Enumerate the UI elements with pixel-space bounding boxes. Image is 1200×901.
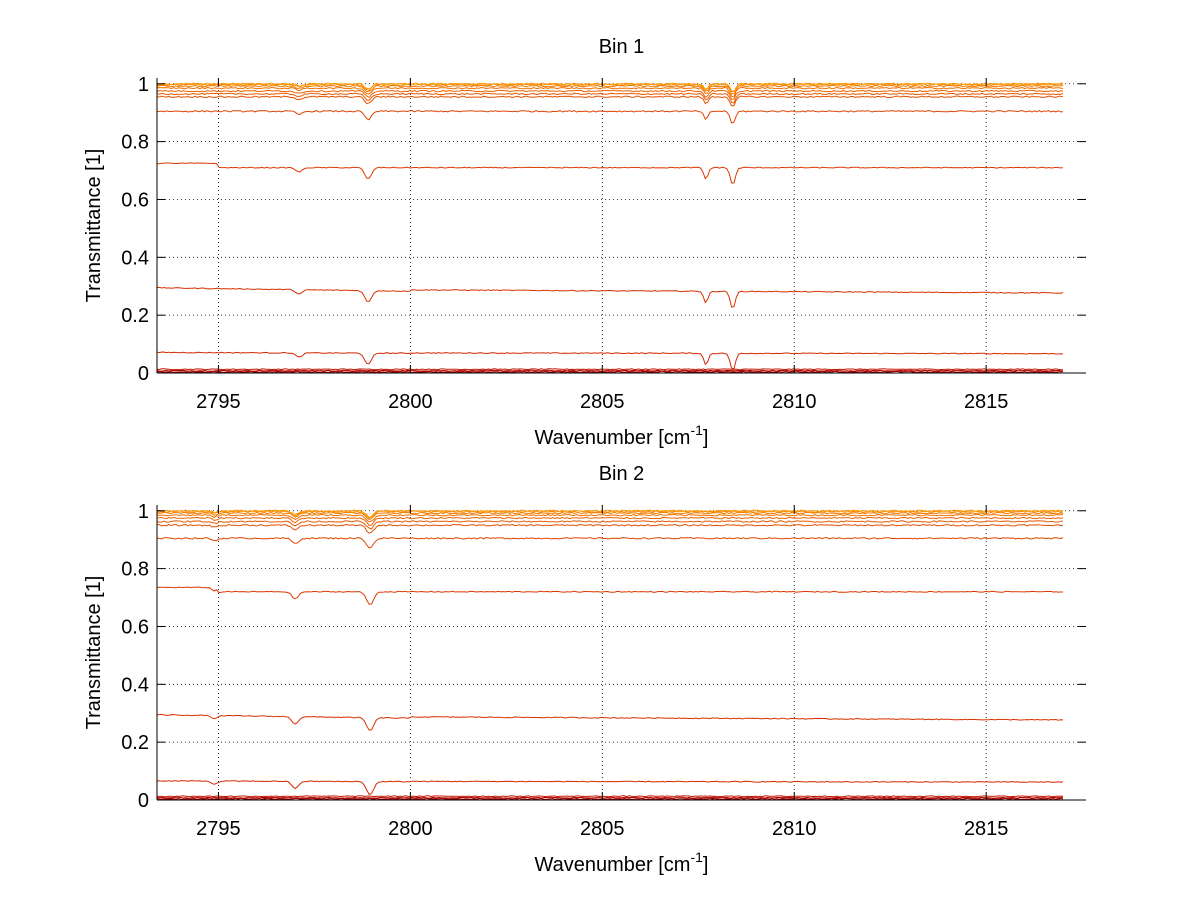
series-line	[157, 368, 1064, 371]
series-line	[157, 109, 1064, 124]
series-line	[157, 95, 1064, 107]
series-line	[157, 536, 1064, 549]
series-line	[157, 586, 1063, 605]
series-line	[157, 369, 1064, 372]
series-line	[157, 511, 1064, 520]
chart-panel-2: 2795 2800 2805 2810 2815 0 0.2 0.4 0.6 0.8 1 Bin 2 W…	[83, 463, 1086, 876]
x-tick-label: 2815	[964, 391, 1009, 413]
y-tick-label: 0.4	[121, 674, 149, 696]
series-line	[157, 509, 1064, 519]
series-line	[157, 92, 1064, 104]
x-tick-label: 2805	[580, 818, 625, 840]
series-line	[157, 370, 1064, 373]
plot-area	[157, 78, 1086, 373]
y-tick-label: 0	[138, 790, 149, 812]
chart-title: Bin 1	[599, 36, 645, 58]
y-tick-label: 0.2	[121, 732, 149, 754]
y-tick-label: 0.4	[121, 247, 149, 269]
y-axis-label: Transmittance [1]	[83, 576, 105, 730]
y-tick-label: 0.8	[121, 559, 149, 581]
series-line	[157, 523, 1064, 534]
y-tick-label: 0.2	[121, 305, 149, 327]
chart-panel-1: 2795 2800 2805 2810 2815 0 0.2 0.4 0.6 0.8 1 Bin 1 W…	[83, 36, 1086, 449]
series-line	[157, 84, 1063, 95]
y-axis-label: Transmittance [1]	[83, 149, 105, 303]
x-axis-label: Wavenumber [cm-1]	[535, 422, 709, 449]
x-tick-label: 2805	[580, 391, 625, 413]
y-tick-label: 0.6	[121, 616, 149, 638]
x-tick-label: 2800	[388, 818, 433, 840]
series-line	[157, 520, 1064, 530]
series-line	[157, 795, 1064, 798]
series-line	[157, 797, 1064, 800]
x-tick-label: 2795	[196, 391, 241, 413]
x-tick-label: 2795	[196, 818, 241, 840]
x-tick-label: 2815	[964, 818, 1009, 840]
x-tick-label: 2810	[772, 818, 817, 840]
x-tick-label: 2810	[772, 391, 817, 413]
series-line	[157, 516, 1064, 527]
x-tick-label: 2800	[388, 391, 433, 413]
series-group	[157, 509, 1064, 800]
series-line	[157, 796, 1064, 799]
series-line	[157, 780, 1064, 796]
series-line	[157, 162, 1064, 184]
x-axis-label: Wavenumber [cm-1]	[535, 849, 709, 876]
series-line	[157, 82, 1063, 92]
series-line	[157, 513, 1064, 523]
series-line	[157, 89, 1064, 100]
chart-title: Bin 2	[599, 463, 645, 485]
y-tick-label: 0.8	[121, 132, 149, 154]
series-line	[157, 286, 1064, 308]
series-group	[157, 82, 1064, 373]
series-line	[157, 86, 1064, 98]
y-tick-label: 1	[138, 501, 149, 523]
series-line	[157, 713, 1064, 731]
plot-area	[157, 505, 1086, 800]
y-tick-label: 0.6	[121, 189, 149, 211]
series-line	[157, 510, 1064, 519]
series-line	[157, 351, 1064, 370]
y-tick-label: 1	[138, 74, 149, 96]
y-tick-label: 0	[138, 363, 149, 385]
